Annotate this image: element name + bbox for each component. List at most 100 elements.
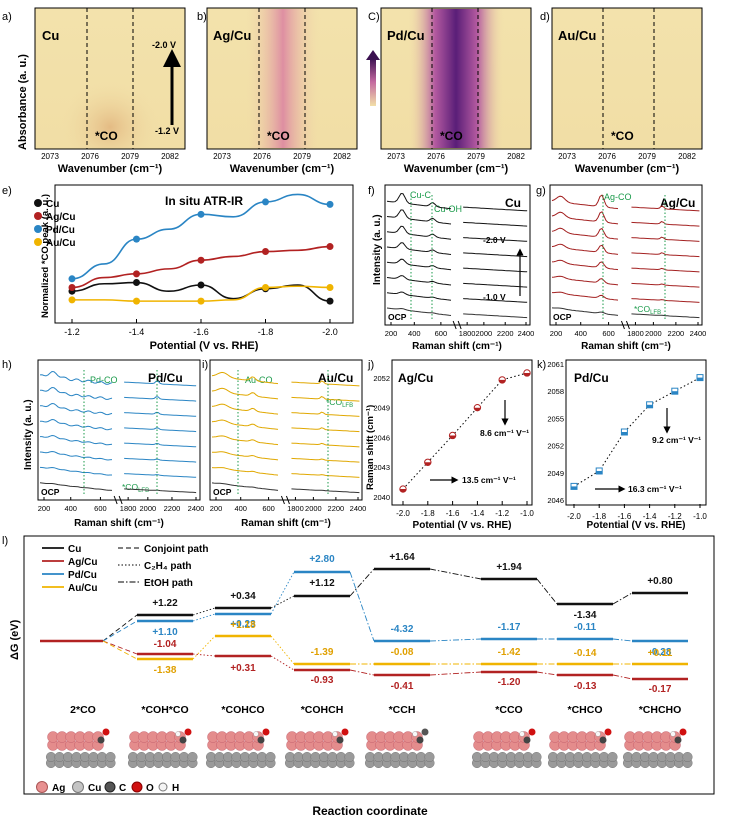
panel-g-peak1: Ag-CO <box>604 192 632 202</box>
raman-trace-right <box>291 488 360 494</box>
panel-g-label: Ag/Cu <box>660 196 695 210</box>
x-tick-label: 1800 <box>120 504 137 513</box>
data-point <box>133 270 140 278</box>
panel-letter-f: f) <box>368 185 375 197</box>
panel-i-traces: 200 400 600 1800 2000 2200 2400 <box>210 370 367 513</box>
panel-h-ocp: OCP <box>41 487 60 497</box>
panel-g-xlabel: Raman shift (cm⁻¹) <box>581 341 671 352</box>
atom-ag-label: Ag <box>52 783 65 794</box>
cu-atom <box>302 752 313 763</box>
panel-l-xlabel: Reaction coordinate <box>312 804 428 818</box>
c-atom <box>179 736 187 744</box>
x-tick-label: -1.2 <box>495 509 509 518</box>
energy-value-label: +1.10 <box>152 627 178 638</box>
raman-trace-right <box>463 206 528 212</box>
energy-connector <box>270 635 295 665</box>
legend-label-aucu: Au/Cu <box>68 583 97 594</box>
cu-atom <box>416 752 427 763</box>
legend-marker-pdcu <box>34 225 42 233</box>
x-tick-label: 2400 <box>350 504 367 513</box>
legend-marker-aucu <box>34 238 42 246</box>
energy-value-label: +1.12 <box>309 578 335 589</box>
energy-connector <box>192 653 216 657</box>
raman-trace-right <box>631 205 700 212</box>
intermediate-label: *CHCHO <box>639 704 682 716</box>
data-point <box>68 296 76 304</box>
energy-connector <box>102 620 138 642</box>
data-point <box>262 283 269 291</box>
legend-label-agcu: Ag/Cu <box>68 557 97 568</box>
x-tick-label: 2400 <box>188 504 205 513</box>
fit-line <box>573 377 701 487</box>
x-tick-label: 2200 <box>497 329 514 338</box>
tick-label: 2082 <box>507 152 525 161</box>
y-tick-label: 2049 <box>373 404 390 413</box>
raman-trace-right <box>463 267 528 273</box>
x-tick-label: -1.4 <box>643 512 657 521</box>
heatmap-b-ticks: 2073 2076 2079 2082 <box>213 152 351 161</box>
legend-label-pdcu: Pd/Cu <box>68 570 97 581</box>
panel-g-peak2: *COLFB <box>634 304 661 316</box>
raman-trace-left <box>211 467 279 476</box>
atom-o-label: O <box>146 783 154 794</box>
slab-structure <box>472 728 542 769</box>
energy-value-label: -0.11 <box>574 622 597 633</box>
panel-e-ylabel: Normalized *CO peak (a. u.) <box>40 194 51 318</box>
heatmap-c-xlabel: Wavenumber (cm⁻¹) <box>404 163 509 175</box>
c-atom <box>523 736 531 744</box>
panel-h-xlabel: Raman shift (cm⁻¹) <box>74 518 164 529</box>
intermediate-label: *CCO <box>495 704 522 716</box>
raman-trace-left <box>551 227 619 240</box>
intermediate-label: *CHCO <box>567 704 602 716</box>
panel-e-xticks: -1.2 -1.4 -1.6 -1.8 -2.0 <box>64 319 338 337</box>
x-tick-label: -1.8 <box>592 512 606 521</box>
panel-i-ocp: OCP <box>213 487 232 497</box>
c-atom <box>674 736 682 744</box>
cu-atom <box>365 752 376 763</box>
heatmap-d-ticks: 2073 2076 2079 2082 <box>558 152 696 161</box>
cu-atom <box>548 752 559 763</box>
c-atom <box>336 736 344 744</box>
x-tick-label: -1.8 <box>421 509 435 518</box>
energy-value-label: -0.28 <box>649 647 672 658</box>
arrow-bottom-label: -1.2 V <box>155 126 179 136</box>
tick-label: 2082 <box>161 152 179 161</box>
panel-letter-k: k) <box>537 359 546 371</box>
axis-break <box>285 495 290 505</box>
panel-l-ylabel: ΔG (eV) <box>9 619 21 660</box>
cu-atom <box>239 752 250 763</box>
x-tick-label: -1.0 <box>693 512 707 521</box>
raman-trace-left <box>40 402 113 416</box>
energy-connector <box>429 568 482 580</box>
panel-letter-e: e) <box>2 185 12 197</box>
panel-j: j) Raman shift (cm⁻¹) Ag/Cu 8.6 cm⁻¹ V⁻¹… <box>365 359 534 531</box>
slab-structure <box>285 728 355 769</box>
heatmap-d-co: *CO <box>611 129 634 143</box>
cu-atom <box>382 752 393 763</box>
x-tick-label: -1.6 <box>618 512 632 521</box>
atom-h-label: H <box>172 783 179 794</box>
o-atom <box>262 728 270 736</box>
cu-atom <box>319 752 330 763</box>
heatmap-b-co: *CO <box>267 129 290 143</box>
h-atom <box>519 731 525 737</box>
panel-i-peak2: *COLFB <box>326 397 353 409</box>
x-tick-label: -2.0 <box>567 512 581 521</box>
x-tick-label: 600 <box>94 504 107 513</box>
cu-atom <box>582 752 593 763</box>
slab-structure <box>46 728 116 769</box>
x-tick-label: 400 <box>64 504 77 513</box>
cu-atom <box>187 752 198 763</box>
raman-trace-left <box>551 194 619 210</box>
cu-atom <box>344 752 355 763</box>
x-tick-label: 1800 <box>287 504 304 513</box>
panel-e-frame <box>54 184 354 324</box>
raman-trace-left <box>386 307 452 316</box>
x-tick-label: -1.0 <box>520 509 534 518</box>
panel-letter-d: d) <box>540 11 550 23</box>
x-tick-label: 600 <box>435 329 448 338</box>
energy-value-label: -0.17 <box>649 684 672 695</box>
data-point <box>326 297 334 305</box>
cu-atom <box>472 752 483 763</box>
energy-connector <box>612 592 633 605</box>
